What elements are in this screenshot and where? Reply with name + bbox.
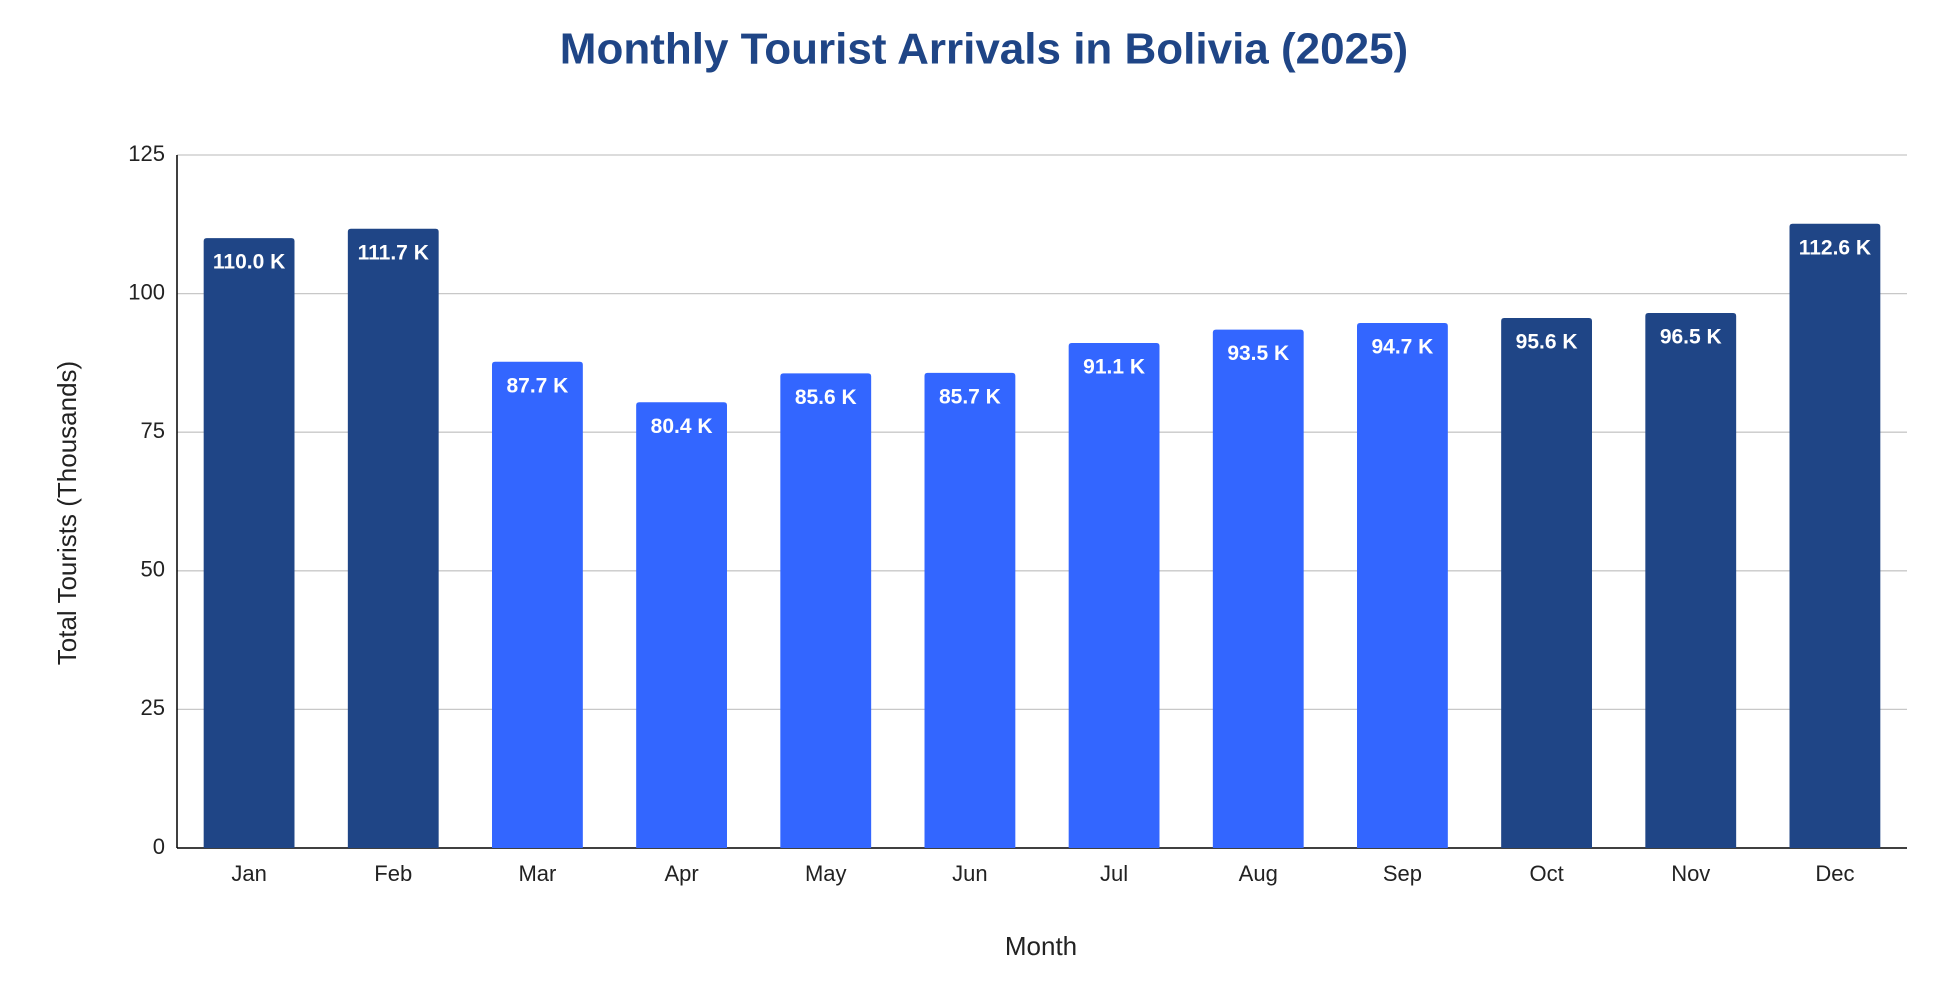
data-label: 110.0 K <box>213 251 285 274</box>
y-axis-title: Total Tourists (Thousands) <box>52 361 82 665</box>
bar <box>347 228 439 848</box>
data-label: 95.6 K <box>1516 331 1578 354</box>
bar <box>1645 313 1737 848</box>
x-tick-label: May <box>805 861 847 886</box>
bar <box>492 361 583 848</box>
data-label: 96.5 K <box>1660 326 1722 349</box>
y-tick-label: 50 <box>141 557 165 582</box>
x-tick-label: Apr <box>664 861 698 886</box>
data-label: 111.7 K <box>358 241 429 264</box>
x-tick-label: Mar <box>518 861 556 886</box>
bar <box>1501 317 1592 848</box>
data-label: 87.7 K <box>506 374 568 397</box>
chart-title: Monthly Tourist Arrivals in Bolivia (202… <box>560 25 1408 74</box>
data-label: 80.4 K <box>651 415 713 438</box>
x-tick-label: Jul <box>1100 861 1128 886</box>
y-tick-label: 125 <box>128 141 165 166</box>
y-tick-label: 75 <box>141 418 165 443</box>
x-tick-label: Aug <box>1239 861 1278 886</box>
bar <box>924 372 1016 848</box>
x-tick-label: Nov <box>1671 861 1710 886</box>
data-label: 85.6 K <box>795 386 857 409</box>
bar <box>1357 322 1448 849</box>
bar <box>1212 329 1304 848</box>
x-tick-label: Sep <box>1383 861 1422 886</box>
x-tick-label: Dec <box>1815 861 1854 886</box>
bar <box>1068 342 1160 848</box>
x-tick-label: Jan <box>231 861 266 886</box>
x-tick-label: Jun <box>952 861 987 886</box>
y-tick-label: 25 <box>141 695 165 720</box>
y-tick-label: 100 <box>128 279 165 304</box>
data-label: 94.7 K <box>1371 336 1433 359</box>
bar <box>1789 223 1881 848</box>
bar <box>203 238 295 848</box>
data-label: 112.6 K <box>1799 236 1871 259</box>
x-tick-label: Oct <box>1529 861 1563 886</box>
x-axis-title: Month <box>1005 931 1077 961</box>
data-label: 91.1 K <box>1083 355 1145 378</box>
data-label: 93.5 K <box>1227 342 1289 365</box>
data-label: 85.7 K <box>939 385 1001 408</box>
x-tick-label: Feb <box>374 861 412 886</box>
bar <box>636 402 727 848</box>
y-tick-label: 0 <box>153 834 165 859</box>
bar <box>780 373 872 848</box>
